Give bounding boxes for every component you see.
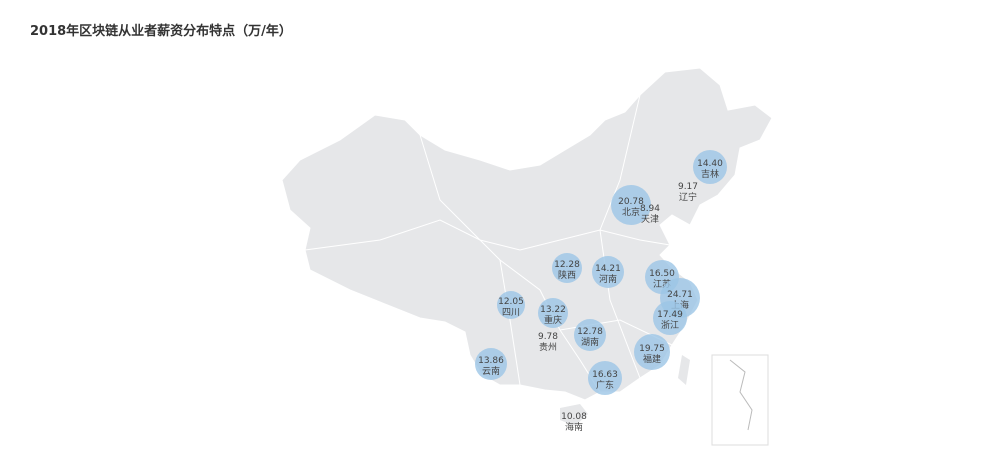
salary-value: 8.94: [640, 204, 660, 214]
value-bubble: [497, 291, 525, 319]
province-name: 海南: [565, 421, 583, 433]
inset-coastline: [729, 359, 753, 431]
value-bubble: [693, 150, 727, 184]
salary-value: 19.75: [639, 344, 665, 354]
salary-value: 13.22: [540, 305, 566, 315]
value-bubble: [592, 256, 624, 288]
province-name: 重庆: [544, 314, 562, 326]
map-title: 2018年区块链从业者薪资分布特点（万/年）: [30, 24, 292, 39]
salary-value: 24.71: [667, 290, 693, 300]
value-bubble: [475, 348, 507, 380]
province-name: 北京: [622, 206, 640, 218]
salary-value: 14.40: [697, 159, 723, 169]
value-bubble: [653, 301, 687, 335]
taiwan-island: [678, 355, 690, 385]
province-name: 河南: [599, 273, 617, 285]
province-name: 湖南: [581, 336, 599, 348]
salary-value: 16.63: [592, 370, 618, 380]
value-bubble: [538, 298, 568, 328]
value-bubble: [634, 334, 670, 370]
province-name: 辽宁: [679, 191, 697, 203]
salary-value: 9.17: [678, 182, 698, 192]
salary-value: 13.86: [478, 356, 504, 366]
hainan-island: [560, 404, 588, 426]
china-outline: [281, 67, 773, 401]
province-name: 云南: [482, 365, 500, 377]
province-name: 陕西: [558, 269, 576, 281]
province-name: 贵州: [539, 341, 557, 353]
salary-value: 16.50: [649, 269, 675, 279]
province-name: 福建: [643, 353, 661, 365]
province-name: 广东: [596, 379, 614, 391]
province-name: 吉林: [701, 168, 719, 180]
value-bubble: [611, 185, 651, 225]
salary-value: 9.78: [538, 332, 558, 342]
salary-value: 14.21: [595, 264, 621, 274]
province-name: 四川: [502, 308, 520, 318]
salary-value: 12.28: [554, 260, 580, 270]
province-name: 浙江: [661, 319, 679, 331]
salary-value: 12.78: [577, 327, 603, 337]
salary-value: 10.08: [561, 412, 587, 422]
south-china-sea-inset: [711, 354, 769, 446]
salary-value: 17.49: [657, 310, 683, 320]
province-name: 天津: [641, 214, 659, 225]
value-bubble: [574, 319, 606, 351]
salary-value: 12.05: [498, 297, 524, 307]
salary-value: 20.78: [618, 197, 644, 207]
value-bubble: [552, 253, 582, 283]
value-bubble: [588, 361, 622, 395]
